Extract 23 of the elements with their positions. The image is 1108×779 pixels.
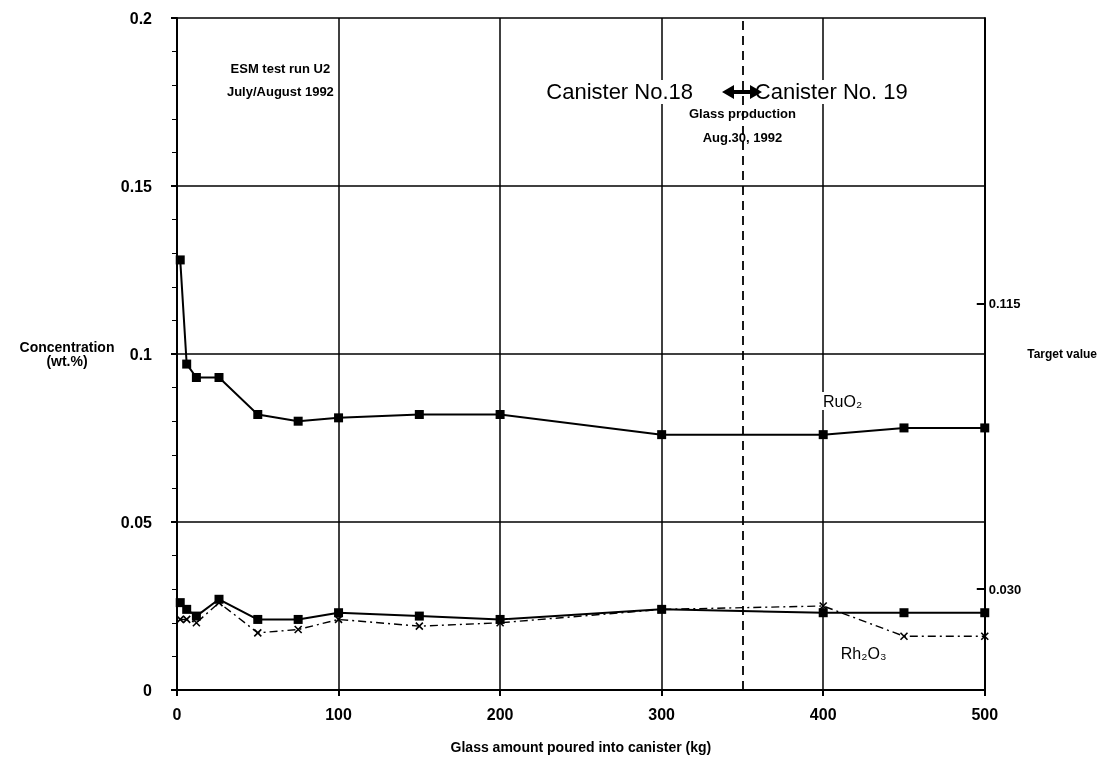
x-tick-label: 400: [809, 705, 837, 723]
annotation: Canister No.18: [546, 79, 694, 105]
y-tick-label: 0.15: [120, 177, 153, 195]
series-label: RuO₂: [823, 392, 863, 410]
y-tick-label: 0.05: [120, 513, 153, 531]
x-tick-label: 200: [486, 705, 514, 723]
x-tick-label: 500: [971, 705, 999, 723]
y2-axis-title: Target value: [1027, 347, 1098, 361]
x-tick-label: 0: [172, 705, 182, 723]
series-label: Rh₂O₃: [840, 644, 887, 662]
x-axis-title: Glass amount poured into canister (kg): [450, 739, 712, 755]
annotation: ESM test run U2: [230, 60, 331, 76]
ref-line-label: Glass production Aug.30, 1992: [688, 106, 796, 146]
y2-tick-label: 0.030: [988, 581, 1022, 597]
y-tick-label: 0.2: [129, 9, 153, 27]
x-tick-label: 300: [648, 705, 676, 723]
y-tick-label: 0.1: [129, 345, 153, 363]
x-tick-label: 100: [325, 705, 352, 723]
y-axis-title: Concentration (wt.%): [19, 339, 115, 369]
annotation: Canister No. 19: [754, 79, 908, 105]
y2-tick-label: 0.115: [988, 296, 1021, 312]
annotation: July/August 1992: [226, 84, 334, 100]
y-tick-label: 0: [143, 681, 153, 699]
